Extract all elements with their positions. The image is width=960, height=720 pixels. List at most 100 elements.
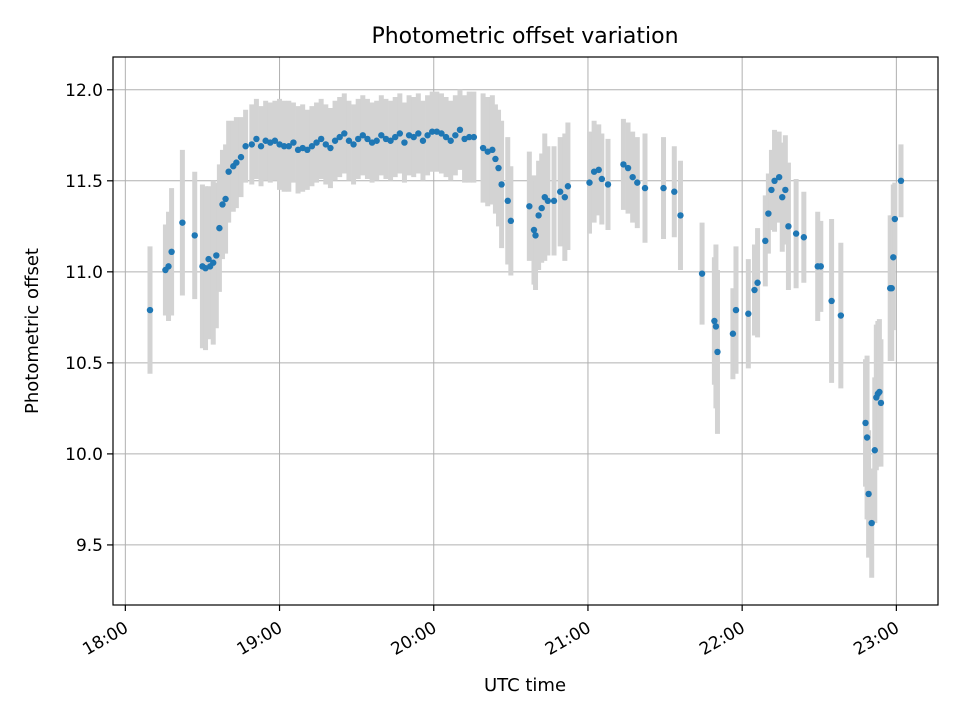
- data-point: [359, 132, 367, 139]
- data-point: [828, 297, 835, 305]
- data-point: [419, 137, 427, 144]
- y-axis: 9.5 10.0 10.5 11.0 11.5 12.0: [65, 81, 113, 556]
- data-point: [336, 133, 343, 141]
- chart-title: Photometric offset variation: [371, 24, 678, 49]
- data-point: [862, 419, 869, 427]
- data-point: [350, 141, 357, 148]
- data-point: [213, 252, 220, 259]
- data-point: [225, 168, 232, 175]
- data-point: [210, 259, 217, 266]
- data-point: [698, 270, 706, 277]
- data-point: [429, 128, 436, 135]
- data-point: [671, 188, 678, 195]
- data-point: [530, 226, 538, 234]
- data-point: [424, 132, 431, 139]
- data-point: [711, 317, 718, 325]
- data-point: [634, 179, 641, 186]
- data-point: [205, 255, 212, 263]
- data-point: [378, 132, 385, 139]
- data-point: [331, 137, 339, 144]
- data-point: [396, 130, 404, 137]
- data-point: [479, 144, 487, 152]
- data-point: [233, 159, 240, 166]
- data-point: [800, 234, 808, 241]
- data-point: [768, 186, 775, 194]
- data-point: [754, 279, 761, 286]
- data-point: [341, 130, 348, 137]
- data-point: [532, 232, 539, 239]
- data-point: [775, 173, 783, 181]
- y-tick-label: 10.0: [65, 445, 103, 465]
- data-point: [817, 263, 825, 270]
- data-point: [745, 310, 752, 317]
- data-point: [888, 285, 895, 292]
- data-point: [216, 224, 223, 232]
- y-tick-label: 12.0: [65, 81, 103, 101]
- data-point: [165, 263, 172, 270]
- data-point: [712, 323, 720, 330]
- data-point: [550, 197, 558, 205]
- data-point: [308, 143, 316, 150]
- data-point: [595, 166, 602, 174]
- data-point: [322, 141, 330, 148]
- data-point: [466, 133, 473, 141]
- data-point: [871, 447, 878, 454]
- y-tick-label: 11.5: [65, 172, 103, 192]
- data-point: [391, 133, 399, 141]
- data-point: [620, 161, 627, 168]
- data-point: [354, 135, 362, 143]
- data-point: [865, 490, 872, 498]
- data-point: [604, 181, 612, 188]
- y-axis-label: Photometric offset: [22, 248, 43, 414]
- data-point: [470, 133, 478, 141]
- data-point: [253, 135, 260, 143]
- data-point: [304, 146, 311, 154]
- data-point: [222, 195, 229, 203]
- data-point: [492, 155, 499, 163]
- data-point: [438, 130, 445, 137]
- data-point: [271, 137, 279, 144]
- data-point: [285, 143, 292, 150]
- plot-frame: [112, 56, 939, 606]
- data-point: [564, 183, 572, 190]
- data-point: [179, 219, 186, 226]
- data-point: [863, 434, 871, 441]
- data-point: [751, 286, 758, 294]
- data-point: [257, 143, 265, 150]
- data-point: [452, 132, 459, 139]
- data-point: [345, 137, 353, 144]
- data-point: [489, 146, 496, 154]
- data-point: [586, 179, 593, 186]
- y-tick-label: 10.5: [65, 354, 103, 374]
- data-point: [317, 135, 325, 143]
- data-point: [219, 201, 226, 208]
- data-point: [415, 130, 422, 137]
- data-point: [556, 188, 564, 195]
- data-point: [876, 388, 883, 396]
- data-point: [526, 203, 533, 210]
- data-point: [837, 312, 845, 319]
- data-point: [373, 137, 380, 144]
- data-point: [771, 177, 778, 185]
- data-point: [779, 193, 786, 201]
- data-point: [897, 177, 905, 185]
- data-point: [242, 143, 249, 150]
- data-point: [364, 135, 371, 143]
- data-point: [868, 519, 875, 527]
- data-point: [598, 175, 606, 183]
- data-point: [191, 232, 198, 239]
- data-point: [629, 173, 636, 181]
- data-point: [732, 306, 740, 314]
- data-point: [168, 248, 175, 256]
- data-point: [762, 237, 769, 245]
- data-point: [313, 139, 320, 146]
- data-point: [507, 217, 515, 225]
- data-point: [447, 137, 454, 144]
- data-point: [248, 141, 255, 148]
- data-point: [877, 399, 885, 407]
- x-axis-label: UTC time: [484, 675, 566, 696]
- y-tick-label: 11.0: [65, 263, 103, 283]
- data-point: [729, 330, 737, 337]
- data-point: [410, 133, 417, 141]
- data-point: [401, 139, 408, 146]
